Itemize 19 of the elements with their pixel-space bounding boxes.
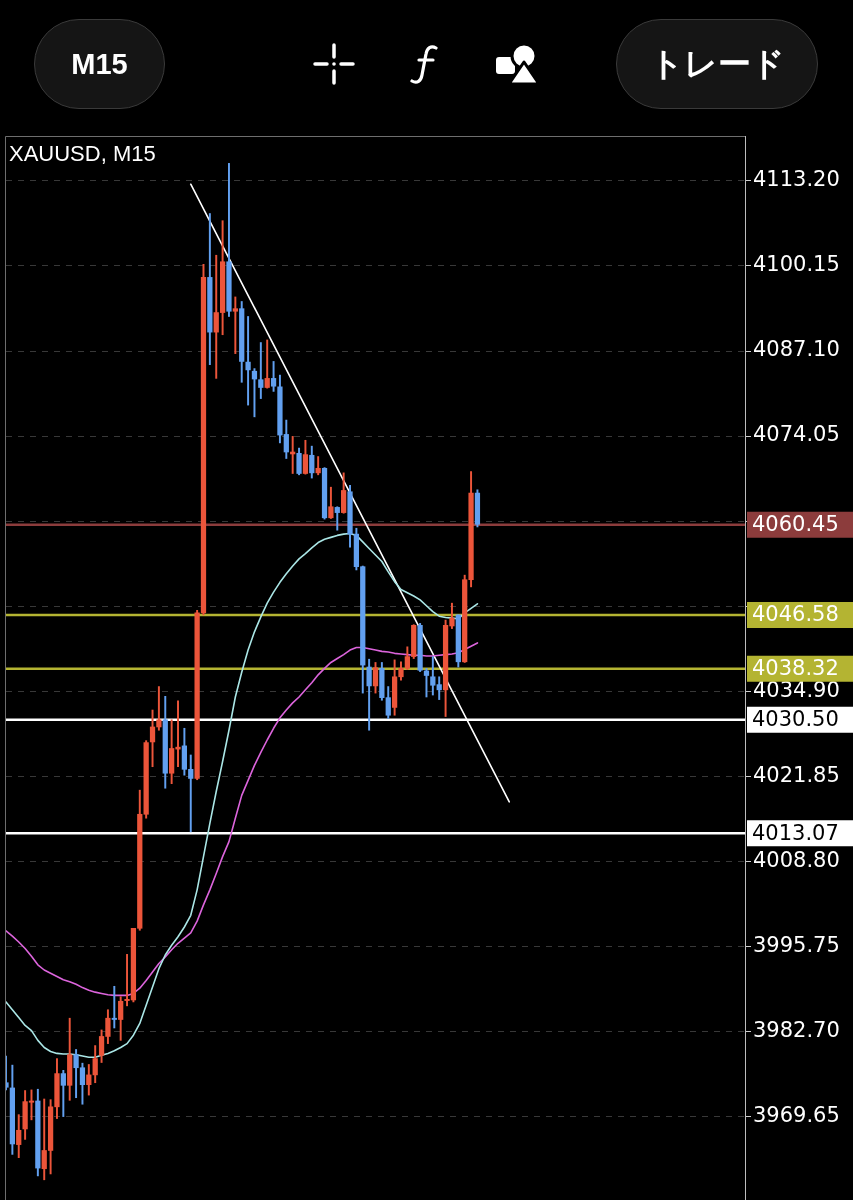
- ref-line-label: 4060.45: [752, 512, 839, 537]
- ref-line-label: 4030.50: [752, 707, 839, 732]
- candlestick: [111, 985, 117, 1029]
- ref-line-label: 4013.07: [752, 820, 839, 845]
- y-tick-label: 4008.80: [753, 847, 840, 872]
- ref-line-label: 4046.58: [752, 602, 839, 627]
- text: M15: [71, 47, 128, 81]
- candlestick: [232, 296, 238, 354]
- chart-title: XAUUSD, M15: [9, 141, 156, 167]
- y-tick-label: 3969.65: [753, 1102, 840, 1127]
- text: トレード: [649, 43, 785, 84]
- y-tick-label: 3995.75: [753, 932, 840, 957]
- y-tick-label: 4100.15: [753, 252, 840, 277]
- y-tick-label: 4074.05: [753, 422, 840, 447]
- y-tick-label: 4087.10: [753, 337, 840, 362]
- y-tick-label: 4113.20: [753, 167, 840, 192]
- candlestick: [245, 316, 251, 406]
- y-tick-label: 4021.85: [753, 762, 840, 787]
- y-tick-label: 3982.70: [753, 1017, 840, 1042]
